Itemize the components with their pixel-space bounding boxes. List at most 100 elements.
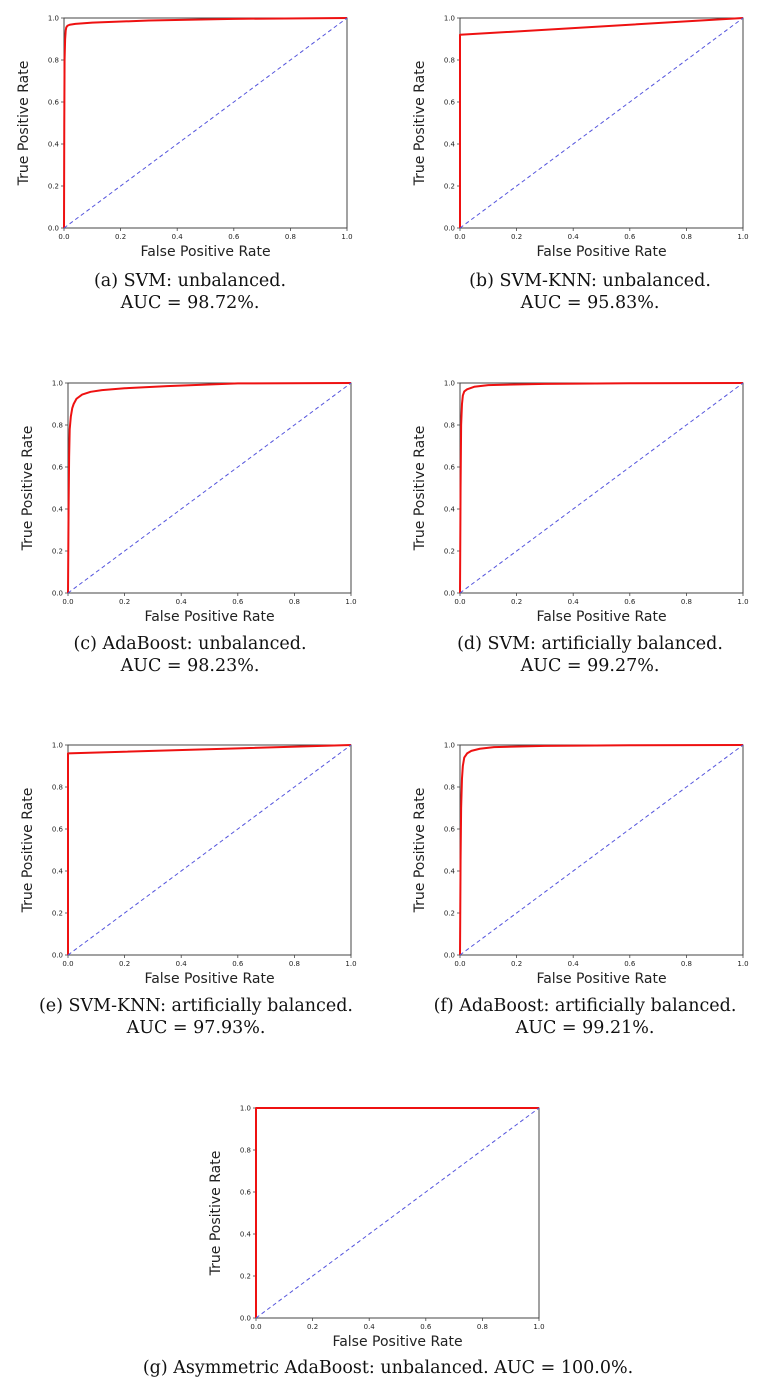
y-tick-label: 0.0: [52, 952, 63, 960]
roc-panel-d: 0.0 0.2 0.4 0.6 0.8 1.0 0.0 0.2 0.4 0.6 0.8 1.0 Fals…: [396, 365, 756, 627]
x-tick-label: 1.0: [341, 233, 352, 241]
y-tick-label: 0.0: [52, 590, 63, 598]
y-tick-label: 0.2: [52, 910, 63, 918]
x-tick-label: 0.2: [119, 598, 130, 606]
x-tick-label: 0.8: [285, 233, 296, 241]
y-tick-label: 0.4: [444, 868, 456, 876]
y-tick-label: 0.6: [444, 99, 456, 107]
caption-f-auc: AUC = 99.21%.: [515, 1018, 655, 1038]
caption-g-title: (g) Asymmetric AdaBoost: unbalanced. AUC…: [142, 1358, 634, 1378]
x-axis-label: False Positive Rate: [332, 1334, 462, 1350]
chance-diagonal-line: [459, 744, 744, 956]
x-tick-label: 0.2: [307, 1323, 318, 1331]
roc-chart-g: 0.0 0.2 0.4 0.6 0.8 1.0 0.0 0.2 0.4 0.6 0.8 1.0 Fals…: [208, 1105, 545, 1351]
x-tick-label: 0.6: [624, 598, 636, 606]
roc-chart-c: 0.0 0.2 0.4 0.6 0.8 1.0 0.0 0.2 0.4 0.6 0.8 1.0 Fals…: [20, 380, 357, 626]
x-tick-label: 0.0: [250, 1323, 261, 1331]
x-tick-label: 0.4: [568, 598, 580, 606]
roc-panel-a: 0.0 0.2 0.4 0.6 0.8 1.0 0.0 0.2 0.4 0.6 0.8 1.0 Fals…: [0, 0, 360, 262]
x-tick-label: 1.0: [345, 598, 356, 606]
y-tick-label: 0.8: [52, 784, 63, 792]
roc-panel-c: 0.0 0.2 0.4 0.6 0.8 1.0 0.0 0.2 0.4 0.6 0.8 1.0 Fals…: [4, 365, 364, 627]
y-axis-label: True Positive Rate: [412, 426, 428, 552]
y-tick-label: 0.8: [48, 57, 59, 65]
y-tick-label: 0.2: [48, 183, 59, 191]
x-tick-label: 0.6: [420, 1323, 432, 1331]
chance-diagonal-line: [459, 382, 744, 594]
x-tick-label: 0.2: [511, 598, 522, 606]
y-tick-label: 0.0: [444, 590, 455, 598]
y-tick-label: 0.0: [48, 225, 59, 233]
x-tick-label: 0.0: [454, 233, 465, 241]
x-tick-label: 0.2: [511, 960, 522, 968]
caption-c-title: (c) AdaBoost: unbalanced.: [73, 634, 307, 654]
y-axis-label: True Positive Rate: [20, 426, 36, 552]
y-tick-label: 1.0: [444, 15, 455, 23]
roc-panel-e: 0.0 0.2 0.4 0.6 0.8 1.0 0.0 0.2 0.4 0.6 0.8 1.0 Fals…: [4, 727, 364, 989]
caption-a-title: (a) SVM: unbalanced.: [93, 271, 287, 291]
y-axis-label: True Positive Rate: [16, 61, 32, 187]
y-tick-label: 0.8: [444, 57, 455, 65]
y-tick-label: 0.4: [444, 141, 456, 149]
roc-curve-line: [459, 744, 744, 956]
caption-f-title: (f) AdaBoost: artificially balanced.: [433, 996, 737, 1016]
y-tick-label: 0.2: [444, 548, 455, 556]
roc-curve-line: [67, 382, 352, 594]
roc-panel-f: 0.0 0.2 0.4 0.6 0.8 1.0 0.0 0.2 0.4 0.6 0.8 1.0 Fals…: [396, 727, 756, 989]
caption-b-auc: AUC = 95.83%.: [520, 293, 660, 313]
roc-chart-f: 0.0 0.2 0.4 0.6 0.8 1.0 0.0 0.2 0.4 0.6 0.8 1.0 Fals…: [412, 742, 749, 988]
chance-diagonal-line: [67, 382, 352, 594]
roc-curve-line: [459, 382, 744, 594]
y-axis-label: True Positive Rate: [20, 788, 36, 914]
y-tick-label: 0.2: [444, 183, 455, 191]
y-tick-label: 0.0: [240, 1315, 251, 1323]
x-tick-label: 0.4: [364, 1323, 376, 1331]
x-axis-label: False Positive Rate: [144, 609, 274, 625]
roc-chart-d: 0.0 0.2 0.4 0.6 0.8 1.0 0.0 0.2 0.4 0.6 0.8 1.0 Fals…: [412, 380, 749, 626]
y-tick-label: 0.6: [444, 826, 456, 834]
caption-g: (g) Asymmetric AdaBoost: unbalanced. AUC…: [0, 1357, 776, 1379]
caption-c: (c) AdaBoost: unbalanced. AUC = 98.23%.: [30, 633, 350, 677]
roc-panel-g: 0.0 0.2 0.4 0.6 0.8 1.0 0.0 0.2 0.4 0.6 0.8 1.0 Fals…: [192, 1090, 552, 1352]
x-tick-label: 1.0: [737, 960, 748, 968]
y-tick-label: 0.4: [444, 506, 456, 514]
x-tick-label: 0.0: [454, 960, 465, 968]
x-axis-label: False Positive Rate: [144, 971, 274, 987]
x-tick-label: 1.0: [533, 1323, 544, 1331]
x-axis-label: False Positive Rate: [536, 609, 666, 625]
y-tick-label: 1.0: [240, 1105, 251, 1113]
x-tick-label: 0.2: [119, 960, 130, 968]
y-tick-label: 0.6: [48, 99, 60, 107]
x-tick-label: 0.0: [58, 233, 69, 241]
y-tick-label: 1.0: [52, 742, 63, 750]
y-tick-label: 0.4: [52, 506, 64, 514]
y-tick-label: 0.6: [52, 464, 64, 472]
y-tick-label: 1.0: [48, 15, 59, 23]
x-axis-label: False Positive Rate: [140, 244, 270, 260]
roc-curve-line: [63, 17, 348, 229]
y-axis-label: True Positive Rate: [208, 1151, 224, 1277]
caption-e-auc: AUC = 97.93%.: [126, 1018, 266, 1038]
x-tick-label: 1.0: [737, 233, 748, 241]
x-tick-label: 0.2: [115, 233, 126, 241]
roc-curve-line: [67, 744, 352, 955]
x-tick-label: 0.8: [477, 1323, 488, 1331]
y-tick-label: 0.4: [240, 1231, 252, 1239]
caption-b: (b) SVM-KNN: unbalanced. AUC = 95.83%.: [430, 270, 750, 314]
y-tick-label: 1.0: [444, 742, 455, 750]
caption-e-title: (e) SVM-KNN: artificially balanced.: [38, 996, 353, 1016]
x-tick-label: 0.8: [681, 960, 692, 968]
caption-f: (f) AdaBoost: artificially balanced. AUC…: [394, 995, 776, 1039]
x-tick-label: 0.0: [62, 960, 73, 968]
x-tick-label: 0.6: [232, 598, 244, 606]
caption-c-auc: AUC = 98.23%.: [120, 656, 260, 676]
y-tick-label: 0.6: [52, 826, 64, 834]
y-axis-label: True Positive Rate: [412, 788, 428, 914]
x-tick-label: 0.4: [176, 960, 188, 968]
caption-a-auc: AUC = 98.72%.: [120, 293, 260, 313]
chance-diagonal-line: [63, 17, 348, 229]
y-tick-label: 0.4: [48, 141, 60, 149]
x-tick-label: 0.6: [624, 233, 636, 241]
roc-chart-a: 0.0 0.2 0.4 0.6 0.8 1.0 0.0 0.2 0.4 0.6 0.8 1.0 Fals…: [16, 15, 353, 261]
x-axis-label: False Positive Rate: [536, 244, 666, 260]
